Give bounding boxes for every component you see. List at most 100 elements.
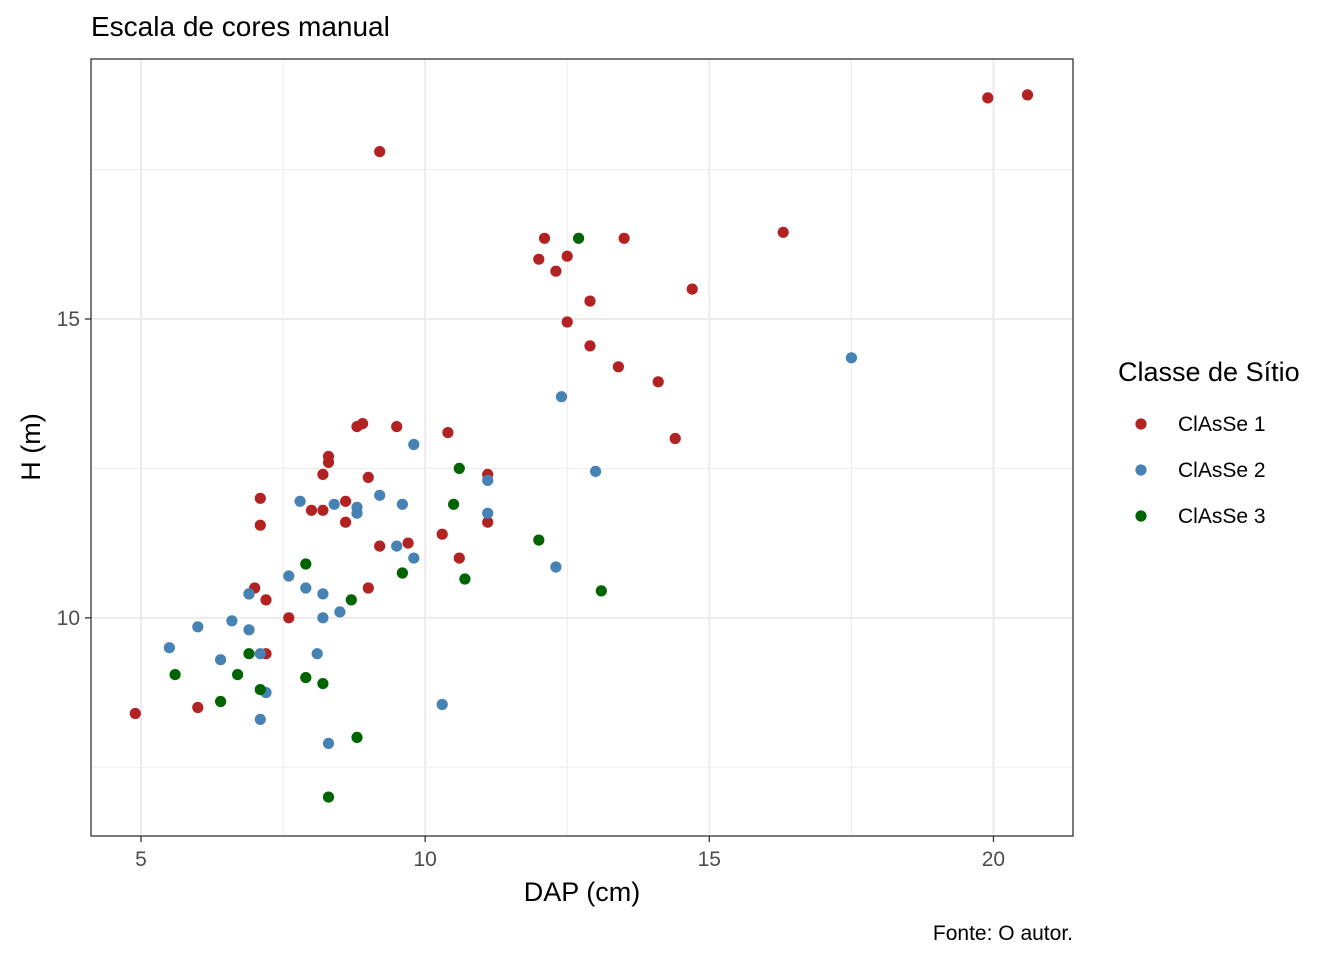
data-point: [453, 552, 465, 564]
x-axis: 5 10 15 20: [135, 836, 1005, 871]
data-point: [317, 468, 329, 480]
data-point: [436, 698, 448, 711]
data-point: [322, 737, 335, 750]
data-point: [300, 672, 312, 684]
data-point: [436, 528, 448, 540]
caption: Fonte: O autor.: [933, 922, 1073, 945]
legend-key: [1135, 510, 1147, 522]
data-point: [254, 492, 266, 504]
data-point: [345, 594, 357, 606]
data-point: [215, 695, 227, 708]
data-points: [129, 89, 1034, 803]
minor-gridlines: [91, 59, 1073, 836]
data-point: [322, 450, 335, 463]
data-point: [482, 474, 494, 486]
data-point: [362, 471, 374, 483]
legend-key: [1135, 418, 1147, 430]
data-point: [538, 232, 551, 244]
data-point: [442, 427, 454, 439]
data-point: [374, 489, 386, 501]
data-point: [533, 534, 545, 546]
data-point: [243, 588, 255, 600]
data-point: [448, 498, 460, 510]
data-point: [129, 707, 141, 720]
data-point: [283, 570, 295, 582]
data-point: [232, 669, 244, 681]
legend-entries: ClAsSe 1 ClAsSe 2 ClAsSe 3: [1135, 413, 1266, 528]
data-point: [584, 340, 596, 352]
data-point: [777, 226, 789, 238]
data-point: [334, 606, 346, 618]
data-point: [453, 462, 465, 474]
data-point: [686, 283, 698, 295]
data-point: [192, 621, 204, 633]
data-point: [192, 701, 204, 714]
data-point: [612, 361, 625, 373]
data-point: [254, 519, 266, 531]
data-point: [300, 582, 312, 594]
x-tick-label: 15: [698, 848, 721, 871]
data-point: [243, 648, 255, 660]
data-point: [1021, 89, 1034, 101]
data-point: [584, 295, 596, 307]
data-point: [561, 316, 573, 328]
data-point: [311, 648, 323, 660]
major-gridlines: [91, 59, 1073, 836]
legend-title: Classe de Sítio: [1118, 357, 1300, 387]
y-tick-label: 10: [57, 607, 80, 630]
x-tick-label: 5: [135, 848, 147, 871]
data-point: [340, 516, 352, 528]
data-point: [317, 678, 329, 690]
data-point: [391, 540, 403, 552]
data-point: [374, 146, 386, 158]
data-point: [533, 253, 545, 265]
data-point: [340, 495, 352, 507]
chart-title: Escala de cores manual: [91, 11, 390, 42]
data-point: [669, 432, 681, 445]
x-tick-label: 10: [413, 848, 436, 871]
data-point: [254, 684, 266, 696]
data-point: [845, 352, 858, 364]
data-point: [305, 504, 318, 516]
data-point: [300, 558, 312, 570]
plot-panel: [91, 59, 1073, 836]
legend-label: ClAsSe 2: [1178, 459, 1266, 482]
x-axis-title: DAP (cm): [524, 877, 641, 907]
data-point: [408, 552, 420, 564]
data-point: [317, 612, 329, 624]
legend-key: [1135, 464, 1147, 476]
data-point: [652, 376, 664, 388]
data-point: [595, 585, 607, 597]
data-point: [402, 537, 414, 549]
data-point: [550, 561, 562, 573]
data-point: [317, 504, 329, 516]
data-point: [351, 507, 363, 519]
data-point: [982, 92, 994, 104]
data-point: [169, 669, 181, 681]
x-tick-label: 20: [982, 848, 1005, 871]
plot-border: [90, 58, 1074, 837]
data-point: [351, 731, 363, 744]
legend-label: ClAsSe 3: [1178, 505, 1266, 528]
data-point: [322, 791, 335, 803]
data-point: [396, 567, 408, 579]
data-point: [294, 495, 306, 507]
data-point: [618, 232, 630, 244]
data-point: [550, 265, 562, 277]
data-point: [482, 507, 494, 519]
data-point: [459, 573, 471, 585]
data-point: [590, 465, 602, 477]
y-axis: 10 15: [57, 308, 91, 630]
data-point: [317, 588, 329, 600]
data-point: [215, 654, 227, 666]
legend-label: ClAsSe 1: [1178, 413, 1266, 436]
data-point: [396, 498, 408, 510]
data-point: [283, 612, 295, 624]
data-point: [254, 713, 266, 726]
data-point: [243, 624, 255, 636]
data-point: [357, 418, 369, 430]
data-point: [374, 540, 386, 552]
data-point: [391, 421, 403, 433]
data-point: [561, 250, 573, 262]
data-point: [163, 642, 175, 654]
